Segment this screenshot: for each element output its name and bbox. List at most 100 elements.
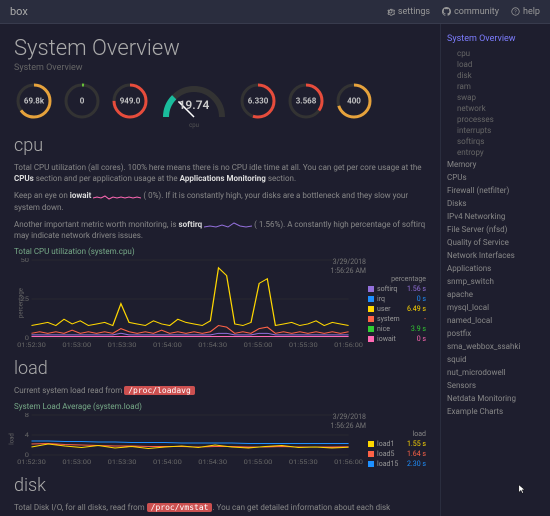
svg-text:?: ?: [514, 9, 517, 15]
code-badge-loadavg: /proc/loadavg: [124, 386, 195, 395]
sidebar-section-item[interactable]: snmp_switch: [447, 275, 544, 288]
load-desc: Current system load read from /proc/load…: [14, 385, 426, 396]
svg-text:01:55:00: 01:55:00: [244, 459, 273, 465]
community-link[interactable]: community: [442, 7, 499, 17]
sidebar-overview-title[interactable]: System Overview: [447, 34, 544, 44]
main-content: System Overview System Overview 69.8k094…: [0, 24, 440, 516]
load-timestamp: 3/29/20181:56:26 AM: [331, 413, 366, 430]
sidebar-sub-item[interactable]: load: [447, 59, 544, 70]
cpu-ylabel: percentage: [17, 288, 24, 318]
svg-text:4: 4: [25, 432, 29, 439]
svg-text:01:56:00: 01:56:00: [334, 342, 363, 348]
sidebar-section-item[interactable]: nut_microdowell: [447, 366, 544, 379]
gauge[interactable]: 0: [62, 81, 102, 121]
sidebar-sub-item[interactable]: swap: [447, 92, 544, 103]
sidebar-section-item[interactable]: IPv4 Networking: [447, 210, 544, 223]
sidebar: System Overview cpuloaddiskramswapnetwor…: [440, 24, 550, 516]
svg-text:8: 8: [25, 413, 29, 419]
sidebar-sub-item[interactable]: network: [447, 103, 544, 114]
load-ylabel: load: [8, 434, 15, 446]
sidebar-sub-item[interactable]: ram: [447, 81, 544, 92]
legend-item[interactable]: load152.30 s: [368, 459, 426, 469]
sidebar-section-item[interactable]: postfix: [447, 327, 544, 340]
sidebar-section-item[interactable]: named_local: [447, 314, 544, 327]
brand: box: [10, 5, 28, 18]
gauge[interactable]: 400: [334, 81, 374, 121]
disk-desc: Total Disk I/O, for all disks, read from…: [14, 502, 426, 513]
help-link[interactable]: ?help: [511, 7, 540, 17]
settings-link[interactable]: settings: [386, 7, 430, 17]
load-legend: loadload11.55 sload51.64 sload152.30 s: [368, 429, 426, 469]
topbar: box settings community ?help: [0, 0, 550, 24]
svg-text:01:52:30: 01:52:30: [17, 342, 46, 348]
gauge[interactable]: 949.0: [110, 81, 150, 121]
sidebar-section-item[interactable]: apache: [447, 288, 544, 301]
sidebar-section-item[interactable]: Disks: [447, 197, 544, 210]
breadcrumb: System Overview: [14, 63, 426, 73]
gauge[interactable]: 69.8k: [14, 81, 54, 121]
cpu-desc-3: Another important metric worth monitorin…: [14, 219, 426, 241]
page-title: System Overview: [14, 36, 426, 61]
load-chart-title: System Load Average (system.load): [14, 402, 426, 411]
cpu-desc-1: Total CPU utilization (all cores). 100% …: [14, 162, 426, 184]
load-heading: load: [14, 358, 426, 379]
sidebar-sub-item[interactable]: interrupts: [447, 125, 544, 136]
cursor-icon: [518, 484, 528, 494]
svg-text:01:53:00: 01:53:00: [62, 459, 91, 465]
svg-text:01:54:00: 01:54:00: [153, 459, 182, 465]
cpu-heading: cpu: [14, 135, 426, 156]
github-icon: [442, 7, 451, 16]
sidebar-sub-item[interactable]: entropy: [447, 147, 544, 158]
svg-text:01:56:00: 01:56:00: [334, 459, 363, 465]
cpu-timestamp: 3/29/20181:56:26 AM: [331, 258, 366, 275]
legend-item[interactable]: load51.64 s: [368, 449, 426, 459]
sidebar-section-item[interactable]: sma_webbox_ssahki: [447, 340, 544, 353]
sidebar-section-item[interactable]: Sensors: [447, 379, 544, 392]
svg-text:01:52:30: 01:52:30: [17, 459, 46, 465]
legend-item[interactable]: iowait0 s: [368, 334, 426, 344]
svg-text:01:53:30: 01:53:30: [108, 342, 137, 348]
sidebar-sub-item[interactable]: disk: [447, 70, 544, 81]
load-chart[interactable]: load 84001:52:3001:53:0001:53:3001:54:00…: [14, 413, 426, 465]
sidebar-sub-item[interactable]: softirqs: [447, 136, 544, 147]
legend-item[interactable]: load11.55 s: [368, 439, 426, 449]
cpu-desc-2: Keep an eye on iowait ( 0%). If it is co…: [14, 190, 426, 212]
sidebar-section-item[interactable]: Applications: [447, 262, 544, 275]
sidebar-sub-item[interactable]: processes: [447, 114, 544, 125]
sidebar-section-item[interactable]: File Server (nfsd): [447, 223, 544, 236]
legend-item[interactable]: irq0 s: [368, 294, 426, 304]
svg-text:01:55:00: 01:55:00: [244, 342, 273, 348]
sidebar-section-item[interactable]: Network Interfaces: [447, 249, 544, 262]
legend-item[interactable]: system-: [368, 314, 426, 324]
sparkline-iowait: [93, 192, 141, 200]
legend-item[interactable]: softirq1.56 s: [368, 284, 426, 294]
gear-icon: [386, 7, 395, 16]
gauge-row: 69.8k0949.019.74cpu6.3303.568400: [14, 81, 426, 121]
sidebar-section-item[interactable]: Firewall (netfilter): [447, 184, 544, 197]
svg-text:01:53:30: 01:53:30: [108, 459, 137, 465]
sidebar-section-item[interactable]: Quality of Service: [447, 236, 544, 249]
svg-text:01:54:00: 01:54:00: [153, 342, 182, 348]
disk-heading: disk: [14, 475, 426, 496]
sidebar-section-item[interactable]: CPUs: [447, 171, 544, 184]
cpu-legend: percentagesoftirq1.56 sirq0 suser6.49 ss…: [368, 274, 426, 344]
svg-text:01:54:30: 01:54:30: [198, 459, 227, 465]
gauge[interactable]: 19.74cpu: [158, 81, 230, 121]
svg-text:01:55:30: 01:55:30: [289, 459, 318, 465]
svg-text:01:54:30: 01:54:30: [198, 342, 227, 348]
sidebar-section-item[interactable]: Memory: [447, 158, 544, 171]
gauge[interactable]: 6.330: [238, 81, 278, 121]
gauge[interactable]: 3.568: [286, 81, 326, 121]
help-icon: ?: [511, 7, 520, 16]
svg-text:01:53:00: 01:53:00: [62, 342, 91, 348]
sidebar-section-item[interactable]: mysql_local: [447, 301, 544, 314]
sidebar-sub-item[interactable]: cpu: [447, 48, 544, 59]
legend-item[interactable]: user6.49 s: [368, 304, 426, 314]
svg-text:50: 50: [21, 258, 30, 264]
legend-item[interactable]: nice3.9 s: [368, 324, 426, 334]
sidebar-section-item[interactable]: Netdata Monitoring: [447, 392, 544, 405]
svg-text:01:55:30: 01:55:30: [289, 342, 318, 348]
sidebar-section-item[interactable]: squid: [447, 353, 544, 366]
sidebar-section-item[interactable]: Example Charts: [447, 405, 544, 418]
cpu-chart[interactable]: percentage 5025001:52:3001:53:0001:53:30…: [14, 258, 426, 348]
